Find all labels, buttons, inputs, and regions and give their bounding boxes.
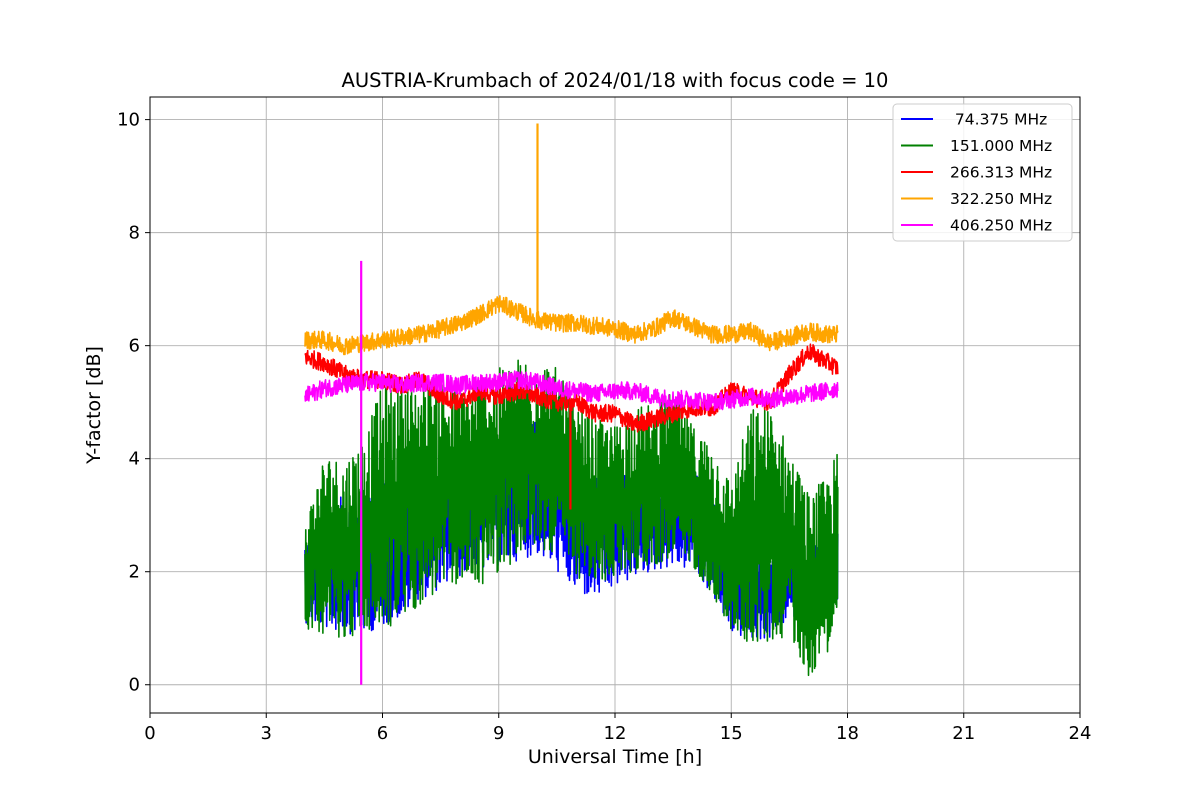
x-axis: 0 3 6 9 12 15 18 21 24 — [144, 713, 1091, 744]
y-tick-label: 0 — [129, 675, 140, 696]
y-tick-label: 8 — [129, 223, 140, 244]
legend-box — [892, 103, 1073, 242]
x-tick-label: 0 — [144, 723, 155, 744]
x-tick-label: 9 — [493, 723, 504, 744]
series-line-3 — [304, 295, 839, 356]
series-layer — [304, 123, 839, 685]
y-tick-label: 2 — [129, 562, 140, 583]
legend-label: 151.000 MHz — [950, 137, 1052, 155]
legend-label: 406.250 MHz — [950, 217, 1052, 235]
x-tick-label: 21 — [952, 723, 975, 744]
legend-label: 322.250 MHz — [950, 190, 1052, 208]
x-tick-label: 3 — [261, 723, 272, 744]
chart-title: AUSTRIA-Krumbach of 2024/01/18 with focu… — [342, 69, 889, 92]
y-tick-label: 4 — [129, 449, 140, 470]
y-tick-label: 6 — [129, 336, 140, 357]
x-axis-label: Universal Time [h] — [528, 746, 702, 768]
y-axis-label: Y-factor [dB] — [83, 346, 105, 465]
x-tick-label: 18 — [836, 723, 859, 744]
y-axis: 0 2 4 6 8 10 — [117, 110, 150, 696]
x-tick-label: 12 — [604, 723, 627, 744]
series-line-4 — [304, 370, 839, 412]
legend-label: 266.313 MHz — [950, 164, 1052, 182]
x-tick-label: 24 — [1069, 723, 1092, 744]
x-tick-label: 15 — [720, 723, 743, 744]
legend-label: 74.375 MHz — [950, 111, 1047, 129]
y-tick-label: 10 — [117, 110, 140, 131]
legend: 74.375 MHz 151.000 MHz 266.313 MHz 322.250 … — [892, 103, 1073, 242]
x-tick-label: 6 — [377, 723, 388, 744]
